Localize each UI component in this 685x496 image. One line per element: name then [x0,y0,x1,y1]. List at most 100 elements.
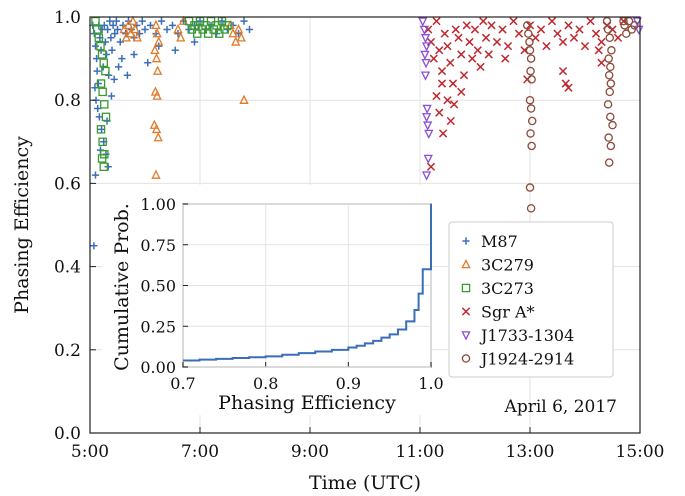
data-point [432,17,441,26]
data-point [239,94,249,104]
legend-label: J1733-1304 [479,326,574,345]
legend-marker [461,283,471,293]
data-point [553,29,562,38]
data-point [580,41,590,51]
inset-x-tick-label: 0.8 [253,374,278,393]
data-point [115,63,123,71]
y-tick-label: 0.8 [54,91,81,111]
data-point [101,66,110,76]
data-point [608,120,617,130]
data-point [484,50,493,59]
data-point [107,92,116,100]
data-point [419,25,430,36]
x-tick-label: 5:00 [71,442,109,462]
data-point [151,19,161,30]
legend-label: 3C273 [481,279,534,298]
data-point [462,21,471,30]
data-point [130,23,140,34]
data-point [448,79,458,88]
data-point [479,17,488,26]
series-j1733-1304 [418,17,644,181]
data-point [443,41,452,51]
data-point [604,158,614,167]
data-point [501,54,510,63]
data-point [96,125,106,134]
data-point [542,41,551,51]
data-point [96,79,106,88]
legend-marker [462,237,470,245]
data-point [594,46,603,55]
data-point [422,104,432,115]
data-point [604,133,613,142]
inset-x-tick-label: 1.0 [418,374,443,393]
data-point [498,25,507,34]
data-point [476,62,485,72]
data-point [107,34,115,42]
data-point [236,32,246,42]
data-point [118,55,126,63]
data-point [96,41,105,51]
data-point [597,37,606,47]
y-tick-label: 1.0 [54,8,81,28]
data-point [492,37,502,47]
data-point [245,25,254,34]
data-point [527,141,536,151]
inset-cdf-step-line [183,204,432,362]
data-point [420,50,430,60]
data-point [602,16,612,26]
data-point [421,113,432,123]
inset-axis-ticks: 0.7 0.8 0.9 1.0 0.00 0.25 0.50 0.75 1.00 [140,195,443,393]
data-point [146,21,155,29]
data-point [153,132,163,142]
data-point [523,21,532,30]
data-point [607,46,616,55]
data-point [163,25,171,34]
data-point [525,37,534,47]
data-point [123,71,131,79]
data-point [503,41,513,51]
data-point [223,21,232,30]
data-point [91,171,100,179]
inset-x-tick-label: 0.7 [170,374,195,393]
data-point [102,50,111,59]
inset-y-tick-label: 0.50 [140,277,176,296]
legend-marker [461,307,471,316]
data-point [421,59,431,69]
data-point [470,25,480,34]
legend-items: M87 3C279 3C273 Sgr A* J1733-1304 J1924-2914 [461,232,574,369]
data-point [155,42,163,50]
data-point [622,29,631,38]
main-data-marks [89,15,644,250]
data-point [420,71,431,81]
legend-label: M87 [481,232,518,251]
data-point [98,87,107,97]
series-j1924-2914 [523,16,639,213]
data-point [144,59,152,67]
data-point [457,50,466,59]
data-point [104,25,112,34]
data-point [525,21,535,30]
inset-y-tick-label: 1.00 [140,195,176,214]
data-point [525,46,535,55]
data-point [111,30,119,38]
data-point [586,17,595,26]
inset-y-tick-label: 0.25 [140,317,176,336]
data-point [138,17,146,25]
data-point [421,42,432,52]
data-point [591,29,601,38]
data-point [94,33,104,43]
data-point [527,75,536,84]
data-point [110,75,118,83]
data-point [634,25,644,36]
main-plot-frame [89,16,641,434]
data-point [597,58,606,67]
data-point [606,141,616,151]
data-point [93,67,101,75]
data-point [176,32,186,42]
data-point [526,204,536,213]
data-point [481,33,491,42]
data-point [630,21,639,30]
data-point [526,129,535,138]
data-point [437,79,447,88]
